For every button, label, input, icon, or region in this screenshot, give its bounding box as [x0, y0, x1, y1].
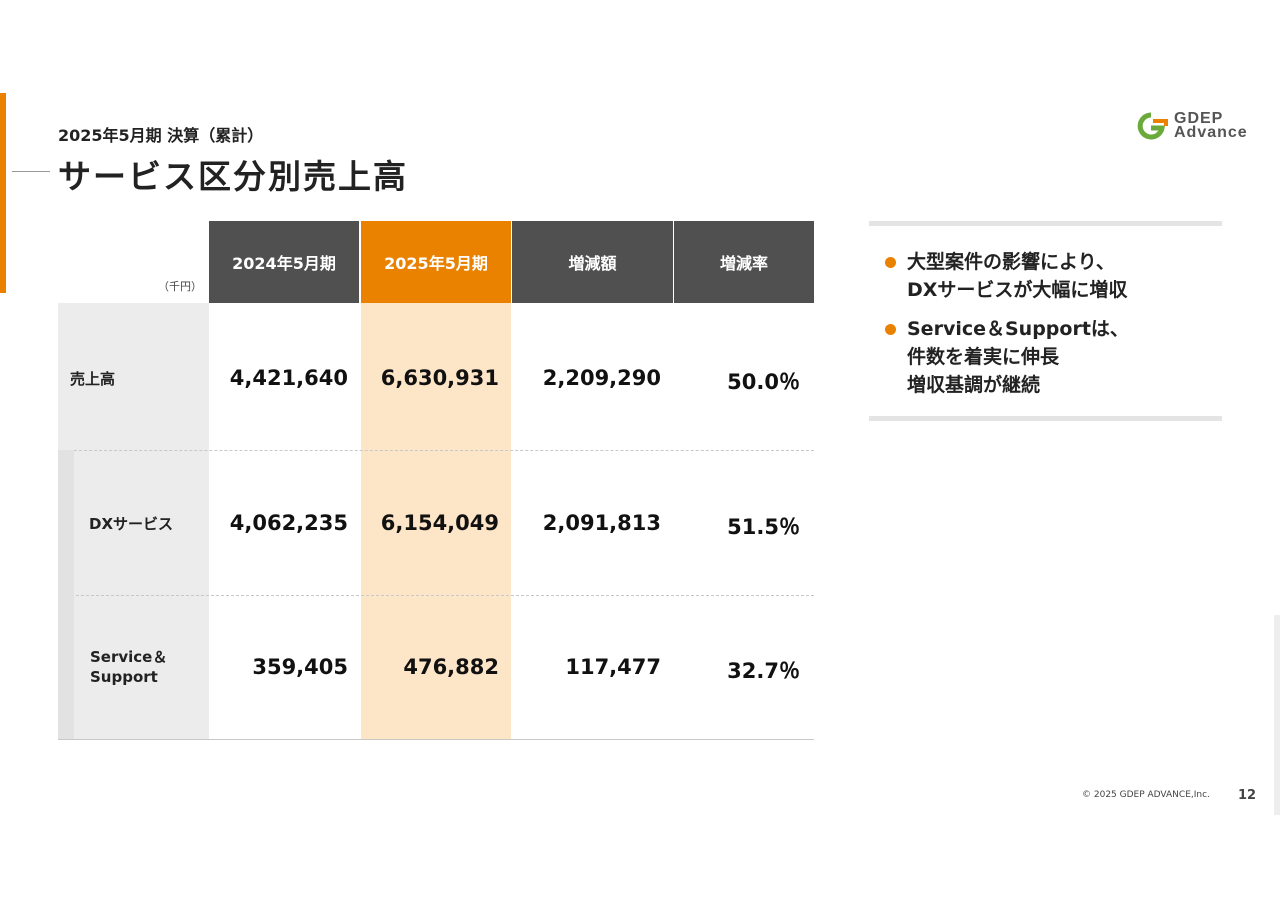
row-label-service-support: Service＆ Support: [90, 647, 167, 687]
note-line: 大型案件の影響により、: [907, 251, 1115, 273]
notes-bottom-bar: [869, 416, 1222, 421]
bullet-icon: [885, 324, 896, 335]
notes-top-bar: [869, 221, 1222, 226]
table-cell: 359,405: [252, 655, 348, 679]
indent-strip: [58, 450, 74, 740]
page-title: サービス区分別売上高: [58, 157, 408, 196]
note-line: DXサービスが大幅に増収: [907, 279, 1128, 301]
table-cell: 32.7％: [727, 659, 800, 683]
row-label-sales: 売上高: [70, 370, 116, 388]
table-cell: 2,209,290: [542, 366, 661, 390]
bullet-icon: [885, 257, 896, 268]
page-number: 12: [1238, 788, 1257, 803]
note-line: Service＆Supportは、: [907, 318, 1129, 340]
note-item: Service＆Supportは、 件数を着実に伸長 増収基調が継続: [885, 315, 1129, 399]
table-cell: 117,477: [565, 655, 661, 679]
unit-label: （千円）: [158, 280, 202, 293]
table-cell: 6,154,049: [380, 511, 499, 535]
row-divider: [74, 450, 814, 451]
row-label-line: Service＆: [90, 648, 168, 666]
row-label-line: Support: [90, 668, 158, 686]
table-cell: 2,091,813: [542, 511, 661, 535]
company-logo: GDEP Advance: [1136, 110, 1260, 142]
title-rule: [12, 171, 50, 172]
table-cell: 476,882: [403, 655, 499, 679]
page-subtitle: 2025年5月期 決算（累計）: [58, 126, 264, 145]
copyright: © 2025 GDEP ADVANCE,Inc.: [1082, 790, 1210, 800]
column-header-rate: 増減率: [674, 221, 814, 303]
row-divider: [76, 595, 814, 596]
table-cell: 4,421,640: [229, 366, 348, 390]
row-label-dx: DXサービス: [89, 515, 174, 533]
column-header-2025: 2025年5月期: [361, 221, 511, 303]
side-strip: [1274, 615, 1280, 815]
table-cell: 6,630,931: [380, 366, 499, 390]
highlight-column-bg: [361, 303, 511, 740]
column-header-2024: 2024年5月期: [209, 221, 359, 303]
logo-mark-icon: [1137, 112, 1168, 140]
table-bottom-rule: [58, 739, 814, 740]
note-line: 増収基調が継続: [907, 374, 1041, 396]
table-cell: 4,062,235: [229, 511, 348, 535]
table-cell: 50.0％: [727, 370, 800, 394]
note-line: 件数を着実に伸長: [907, 346, 1060, 368]
table-cell: 51.5％: [727, 515, 800, 539]
notes-box: 大型案件の影響により、 DXサービスが大幅に増収 Service＆Support…: [869, 221, 1222, 421]
accent-bar: [0, 93, 6, 293]
revenue-table: （千円） 2024年5月期 2025年5月期 増減額 増減率 売上高 4,421…: [58, 221, 814, 741]
logo-line-2: Advance: [1174, 124, 1248, 141]
column-header-change: 増減額: [512, 221, 673, 303]
note-item: 大型案件の影響により、 DXサービスが大幅に増収: [885, 248, 1127, 304]
logo-line-1: GDEP: [1174, 110, 1224, 127]
label-column-bg: [58, 303, 209, 740]
